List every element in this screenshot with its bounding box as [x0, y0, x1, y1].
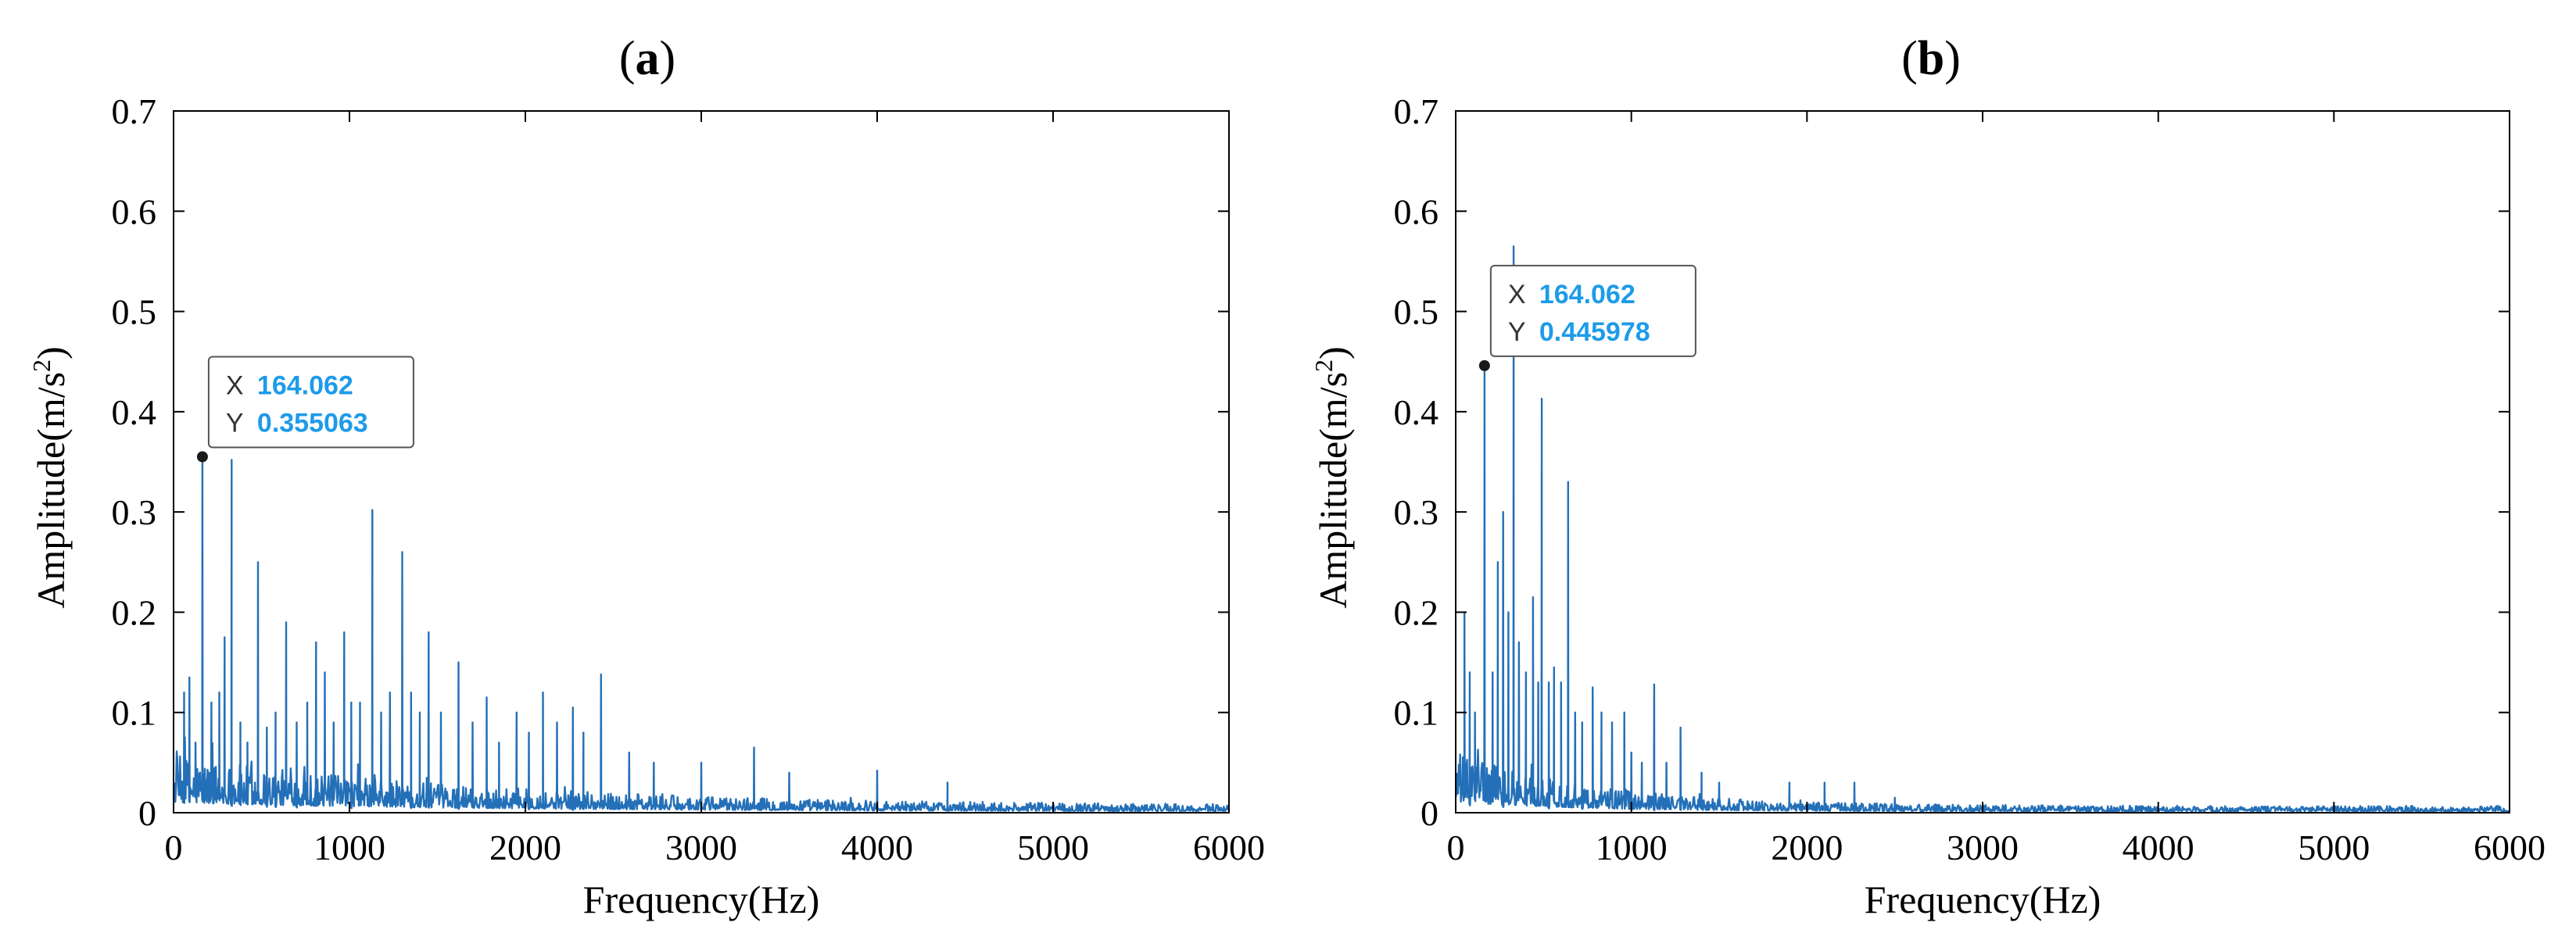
datatip-box: [207, 356, 414, 449]
y-tick-label: 0: [138, 793, 156, 833]
panel-title: (a): [619, 32, 675, 85]
y-tick-label: 0.7: [1394, 91, 1439, 131]
panel-label: a: [636, 32, 660, 85]
x-tick-label: 2000: [1771, 828, 1843, 867]
panel-label: b: [1918, 32, 1944, 85]
datatip-y-value: 0.355063: [257, 409, 368, 438]
datatip-y-value: 0.445978: [1539, 317, 1650, 347]
x-tick-label: 5000: [2298, 828, 2370, 867]
x-tick-label: 5000: [1017, 828, 1089, 867]
x-tick-label: 6000: [1193, 828, 1265, 867]
x-tick-label: 6000: [2474, 828, 2546, 867]
datatip-box: [1489, 264, 1696, 357]
x-tick-label: 0: [1447, 828, 1465, 867]
y-tick-label: 0.5: [1394, 292, 1439, 332]
x-tick-label: 4000: [2123, 828, 2194, 867]
x-axis-label: Frequency(Hz): [1865, 878, 2101, 921]
datatip-marker[interactable]: [1478, 359, 1490, 371]
x-tick-label: 0: [165, 828, 183, 867]
datatip-y-key: Y: [1508, 317, 1526, 347]
datatip[interactable]: X 164.062 Y 0.445978: [1478, 264, 1696, 371]
datatip-marker[interactable]: [196, 451, 208, 463]
datatip-x-key: X: [1508, 280, 1526, 309]
y-tick-label: 0.6: [112, 191, 157, 231]
panel-title: (b): [1901, 32, 1961, 85]
spectrum-line: [1456, 245, 2510, 813]
x-tick-label: 3000: [665, 828, 737, 867]
y-tick-label: 0.1: [1394, 693, 1439, 733]
y-tick-label: 0.5: [112, 292, 157, 332]
y-tick-label: 0.1: [112, 693, 157, 733]
y-tick-label: 0.4: [112, 392, 157, 432]
panel-b: (b) 0 1000 2000 3000 4000 5000 6000 0 0.1 0.2 0.3 0.…: [1309, 32, 2546, 921]
y-tick-label: 0: [1421, 793, 1438, 833]
axes-box: [173, 110, 1230, 813]
y-tick-label: 0.6: [1394, 191, 1439, 231]
y-tick-label: 0.7: [112, 91, 157, 131]
datatip-x-key: X: [226, 371, 244, 401]
datatip-x-value: 164.062: [257, 371, 353, 401]
y-tick-label: 0.2: [1394, 592, 1439, 632]
datatip-x-value: 164.062: [1539, 280, 1636, 309]
x-tick-label: 4000: [841, 828, 913, 867]
x-axis-label: Frequency(Hz): [583, 878, 820, 921]
spectrum-line: [174, 456, 1229, 813]
panel-a: (a) 0 1000 2000 3000 4000 5000 6000 0 0.1 0.2 0.3 0.…: [27, 32, 1265, 921]
y-tick-label: 0.4: [1394, 392, 1439, 432]
datatip[interactable]: X 164.062 Y 0.355063: [196, 356, 414, 463]
y-axis-label: Amplitude(m/s2): [27, 346, 73, 608]
x-tick-label: 2000: [489, 828, 561, 867]
x-tick-label: 3000: [1947, 828, 2019, 867]
y-axis-label: Amplitude(m/s2): [1309, 346, 1355, 608]
axes-box: [1455, 110, 2510, 813]
y-tick-label: 0.3: [1394, 492, 1439, 532]
y-tick-label: 0.2: [112, 592, 157, 632]
y-tick-label: 0.3: [112, 492, 157, 532]
x-tick-label: 1000: [1596, 828, 1668, 867]
datatip-y-key: Y: [226, 409, 244, 438]
x-tick-label: 1000: [313, 828, 385, 867]
